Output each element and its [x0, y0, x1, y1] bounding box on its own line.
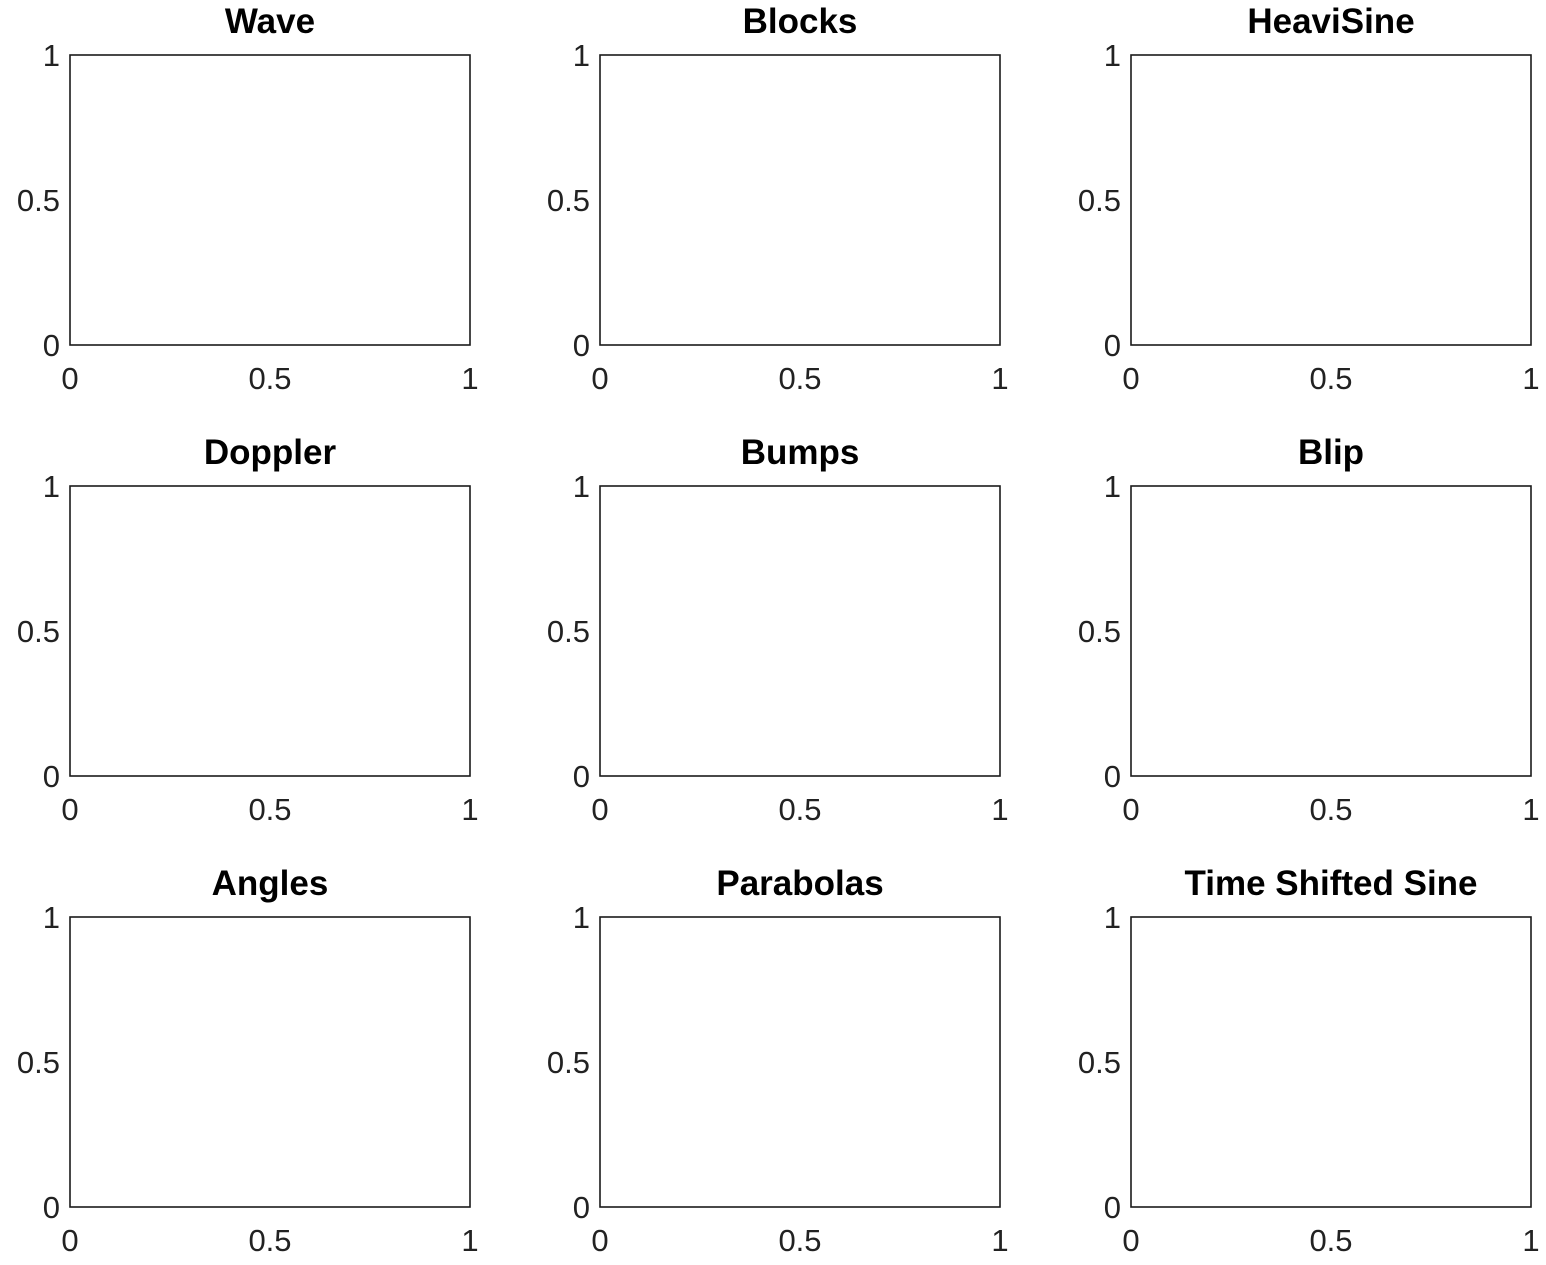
y-tick-label: 1	[573, 469, 590, 504]
y-tick-label: 0	[43, 328, 60, 363]
subplot-title: Blocks	[743, 2, 858, 41]
subplot-title: Wave	[225, 2, 315, 41]
x-tick-label: 1	[1522, 361, 1539, 396]
subplot-title: Doppler	[204, 433, 337, 472]
y-tick-label: 0.5	[547, 183, 590, 218]
x-tick-label: 0	[1122, 361, 1139, 396]
x-tick-label: 0	[591, 792, 608, 827]
subplot-blocks: Blocks 0 0.5 1 0 0.5 1	[547, 2, 1009, 396]
subplot-wave: Wave 0 0.5 1 0 0.5 1	[17, 2, 479, 396]
y-tick-label: 0	[43, 1190, 60, 1225]
y-tick-label: 1	[43, 38, 60, 73]
x-tick-label: 0.5	[1309, 792, 1352, 827]
y-tick-label: 0	[43, 759, 60, 794]
x-tick-label: 1	[1522, 1223, 1539, 1258]
x-tick-label: 0.5	[1309, 361, 1352, 396]
y-tick-label: 0.5	[547, 614, 590, 649]
axes-box	[69, 54, 471, 346]
subplot-angles: Angles 0 0.5 1 0 0.5 1	[17, 864, 479, 1258]
y-tick-label: 0.5	[1078, 183, 1121, 218]
subplot-title: Blip	[1298, 433, 1364, 472]
y-tick-label: 0	[1104, 759, 1121, 794]
axes-box	[599, 485, 1001, 777]
x-tick-label: 1	[991, 361, 1008, 396]
axes-box	[69, 916, 471, 1208]
y-tick-label: 1	[573, 900, 590, 935]
y-tick-label: 0.5	[17, 183, 60, 218]
x-tick-label: 1	[991, 1223, 1008, 1258]
y-tick-label: 0	[573, 328, 590, 363]
x-tick-label: 0	[61, 361, 78, 396]
y-tick-label: 1	[1104, 38, 1121, 73]
subplot-title: Time Shifted Sine	[1184, 864, 1477, 903]
y-tick-label: 1	[1104, 469, 1121, 504]
x-tick-label: 1	[461, 792, 478, 827]
axes-box	[599, 54, 1001, 346]
y-tick-label: 0	[1104, 1190, 1121, 1225]
x-tick-label: 1	[991, 792, 1008, 827]
subplot-doppler: Doppler 0 0.5 1 0 0.5 1	[17, 433, 479, 827]
x-tick-label: 0	[591, 361, 608, 396]
y-tick-label: 1	[43, 469, 60, 504]
y-tick-label: 0	[1104, 328, 1121, 363]
axes-box	[1130, 54, 1532, 346]
x-tick-label: 1	[1522, 792, 1539, 827]
x-tick-label: 0.5	[778, 1223, 821, 1258]
x-tick-label: 0.5	[248, 1223, 291, 1258]
y-tick-label: 1	[1104, 900, 1121, 935]
subplot-blip: Blip 0 0.5 1 0 0.5 1	[1078, 433, 1540, 827]
x-tick-label: 0	[1122, 792, 1139, 827]
x-tick-label: 1	[461, 361, 478, 396]
x-tick-label: 0.5	[248, 792, 291, 827]
x-tick-label: 1	[461, 1223, 478, 1258]
x-tick-label: 0	[61, 1223, 78, 1258]
x-tick-label: 0	[61, 792, 78, 827]
subplot-bumps: Bumps 0 0.5 1 0 0.5 1	[547, 433, 1009, 827]
y-tick-label: 1	[573, 38, 590, 73]
y-tick-label: 0.5	[17, 614, 60, 649]
x-tick-label: 0.5	[248, 361, 291, 396]
subplot-title: HeaviSine	[1247, 2, 1414, 41]
x-tick-label: 0.5	[778, 792, 821, 827]
subplot-parabolas: Parabolas 0 0.5 1 0 0.5 1	[547, 864, 1009, 1258]
y-tick-label: 0.5	[1078, 1045, 1121, 1080]
subplot-time-shifted-sine: Time Shifted Sine 0 0.5 1 0 0.5 1	[1078, 864, 1540, 1258]
axes-box	[599, 916, 1001, 1208]
subplot-heavisine: HeaviSine 0 0.5 1 0 0.5 1	[1078, 2, 1540, 396]
axes-box	[1130, 916, 1532, 1208]
axes-box	[69, 485, 471, 777]
subplot-title: Parabolas	[716, 864, 883, 903]
y-tick-label: 0	[573, 1190, 590, 1225]
x-tick-label: 0	[591, 1223, 608, 1258]
y-tick-label: 0.5	[17, 1045, 60, 1080]
subplot-title: Angles	[212, 864, 329, 903]
y-tick-label: 0.5	[547, 1045, 590, 1080]
y-tick-label: 0	[573, 759, 590, 794]
x-tick-label: 0.5	[1309, 1223, 1352, 1258]
x-tick-label: 0.5	[778, 361, 821, 396]
x-tick-label: 0	[1122, 1223, 1139, 1258]
y-tick-label: 0.5	[1078, 614, 1121, 649]
y-tick-label: 1	[43, 900, 60, 935]
axes-box	[1130, 485, 1532, 777]
subplot-title: Bumps	[741, 433, 860, 472]
